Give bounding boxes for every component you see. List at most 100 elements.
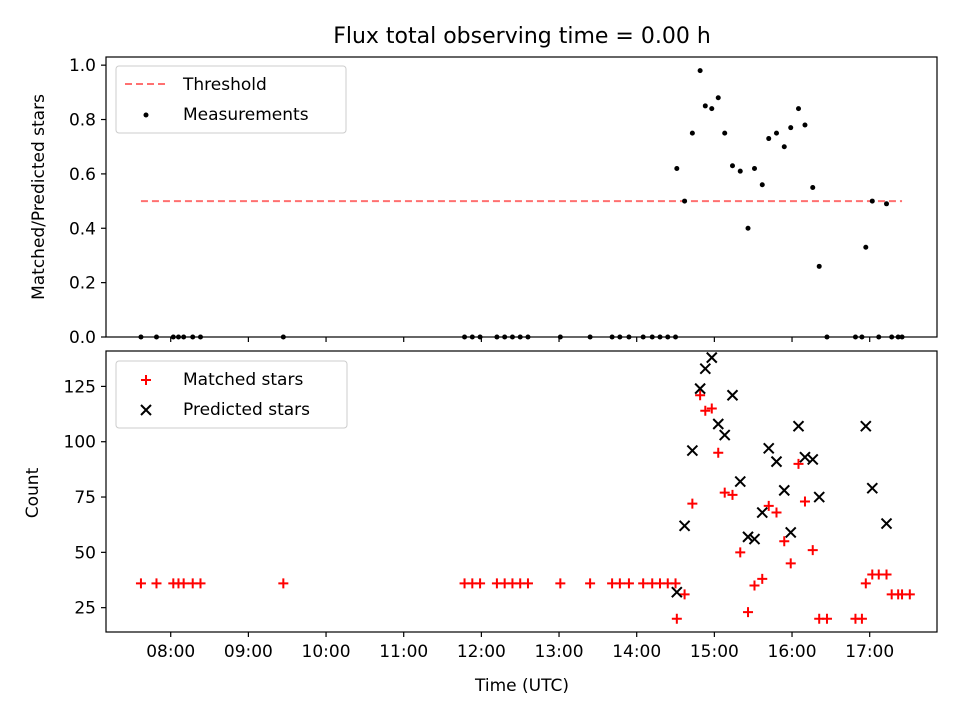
measurement-point bbox=[715, 95, 721, 101]
x-tick-label: 10:00 bbox=[302, 642, 351, 662]
measurement-point bbox=[884, 201, 890, 207]
measurement-point bbox=[722, 130, 728, 136]
predicted-star-marker bbox=[880, 517, 893, 530]
matched-star-marker bbox=[687, 498, 698, 509]
matched-star-marker bbox=[555, 578, 566, 589]
matched-star-marker bbox=[475, 578, 486, 589]
measurement-point bbox=[697, 68, 703, 74]
measurement-point bbox=[737, 168, 743, 174]
matched-star-marker bbox=[881, 569, 892, 580]
matched-star-marker bbox=[807, 545, 818, 556]
predicted-star-marker bbox=[706, 351, 718, 364]
measurement-point bbox=[709, 106, 715, 112]
x-tick-label: 15:00 bbox=[690, 642, 739, 662]
bottom-axes-frame bbox=[105, 350, 938, 633]
predicted-star-marker bbox=[748, 533, 761, 545]
top-y-ticks: 0.0 0.2 0.4 0.6 0.8 1.0 bbox=[69, 56, 106, 348]
x-tick-label: 14:00 bbox=[612, 642, 661, 662]
matched-star-marker bbox=[706, 403, 717, 414]
measurement-point bbox=[766, 136, 772, 142]
top-legend-box bbox=[115, 65, 347, 134]
measurement-point bbox=[674, 165, 680, 171]
bottom-y-tick-label: 50 bbox=[74, 543, 96, 563]
threshold-legend-label: Threshold bbox=[182, 75, 267, 95]
x-tick-label: 09:00 bbox=[224, 642, 273, 662]
measurement-point bbox=[729, 163, 735, 169]
x-axis-label: Time (UTC) bbox=[474, 676, 569, 696]
predicted-stars-legend-swatch bbox=[140, 404, 152, 416]
matched-star-marker bbox=[679, 589, 690, 600]
matched-star-marker bbox=[623, 578, 634, 589]
predicted-star-marker bbox=[694, 382, 706, 395]
bottom-y-tick-label: 75 bbox=[74, 488, 96, 508]
measurements-legend-swatch bbox=[143, 112, 149, 118]
predicted-star-marker bbox=[712, 418, 724, 430]
matched-star-marker bbox=[178, 578, 189, 589]
predicted-star-marker bbox=[742, 531, 754, 543]
measurement-point bbox=[682, 198, 688, 204]
predicted-star-marker bbox=[785, 526, 797, 539]
measurement-point bbox=[863, 244, 869, 250]
predicted-star-marker bbox=[860, 420, 872, 432]
matched-star-marker bbox=[585, 578, 596, 589]
bottom-y-ticks: 25 50 75 100 125 bbox=[64, 377, 106, 619]
top-legend: Threshold Measurements bbox=[115, 65, 347, 134]
top-x-ticks bbox=[170, 337, 871, 342]
predicted-star-marker bbox=[807, 453, 819, 466]
measurement-point bbox=[689, 130, 695, 136]
top-y-tick-label: 0.4 bbox=[69, 219, 96, 239]
predicted-star-marker bbox=[756, 506, 768, 519]
measurement-point bbox=[759, 182, 765, 188]
measurement-point bbox=[810, 184, 816, 190]
matched-star-marker bbox=[749, 580, 760, 591]
matched-star-marker bbox=[278, 578, 289, 589]
predicted-star-marker bbox=[763, 442, 775, 455]
bottom-plot-area bbox=[135, 351, 915, 624]
bottom-y-tick-label: 125 bbox=[64, 377, 96, 397]
predicted-star-marker bbox=[778, 484, 790, 497]
matched-stars-legend-label: Matched stars bbox=[183, 370, 303, 390]
measurement-point bbox=[869, 198, 875, 204]
matched-star-marker bbox=[793, 458, 804, 469]
x-tick-label: 13:00 bbox=[535, 642, 584, 662]
measurement-point bbox=[802, 122, 808, 128]
top-y-tick-label: 1.0 bbox=[69, 56, 96, 76]
measurement-point bbox=[745, 225, 751, 231]
predicted-star-marker bbox=[686, 444, 699, 457]
top-axes-frame bbox=[105, 56, 938, 338]
predicted-star-marker bbox=[699, 362, 712, 375]
top-y-tick-label: 0.2 bbox=[69, 274, 96, 294]
top-y-tick-label: 0.6 bbox=[69, 165, 96, 185]
matched-star-marker bbox=[151, 578, 162, 589]
top-y-tick-label: 0.0 bbox=[69, 328, 96, 348]
predicted-star-marker bbox=[792, 420, 805, 432]
matched-star-marker bbox=[713, 447, 724, 458]
predicted-stars-legend-label: Predicted stars bbox=[183, 400, 310, 420]
matched-star-marker bbox=[785, 558, 796, 569]
matched-star-marker bbox=[670, 578, 681, 589]
measurement-point bbox=[796, 106, 801, 112]
top-y-tick-label: 0.8 bbox=[69, 111, 96, 131]
x-tick-label: 16:00 bbox=[768, 642, 817, 662]
bottom-y-tick-label: 100 bbox=[64, 433, 96, 453]
predicted-star-marker bbox=[726, 389, 739, 401]
predicted-star-marker bbox=[770, 455, 783, 468]
predicted-star-marker bbox=[734, 475, 746, 488]
measurement-point bbox=[751, 165, 757, 171]
bottom-legend-box bbox=[115, 360, 348, 429]
measurements-legend-label: Measurements bbox=[183, 105, 309, 125]
matched-star-marker bbox=[821, 613, 832, 624]
x-tick-label: 17:00 bbox=[845, 642, 894, 662]
predicted-star-marker bbox=[678, 520, 691, 532]
matched-star-marker bbox=[856, 613, 867, 624]
matched-star-marker bbox=[757, 573, 768, 584]
matched-star-marker bbox=[671, 613, 682, 624]
matched-star-marker bbox=[700, 405, 711, 416]
predicted-star-marker bbox=[671, 586, 683, 598]
top-panel: Matched/Predicted stars 0.0 0.2 0.4 0.6 0.8 1… bbox=[29, 56, 938, 348]
matched-star-marker bbox=[904, 589, 915, 600]
matched-star-marker bbox=[799, 496, 810, 507]
bottom-panel: Count Time (UTC) 25 50 75 100 125 08:00 09:00… bbox=[23, 350, 938, 696]
chart-title: Flux total observing time = 0.00 h bbox=[333, 24, 711, 49]
top-y-axis-label: Matched/Predicted stars bbox=[29, 94, 49, 300]
